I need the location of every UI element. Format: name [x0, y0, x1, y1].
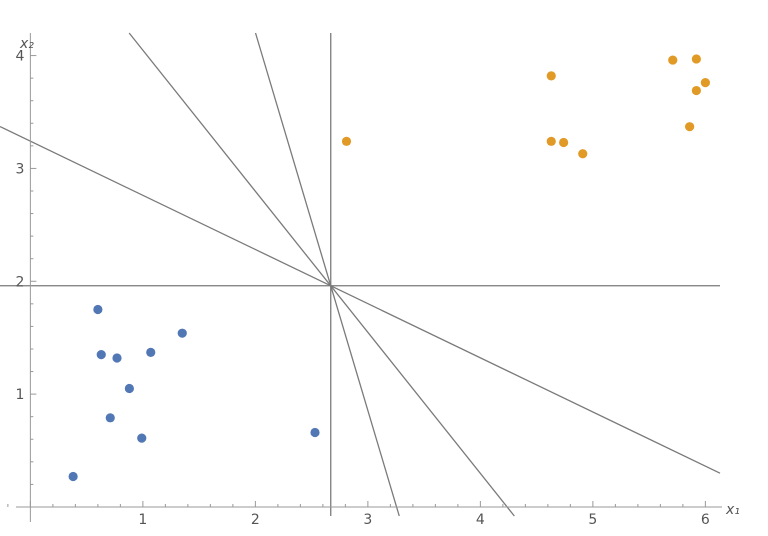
- class-2-point: [691, 54, 701, 64]
- class-1-point: [68, 471, 78, 482]
- x-tick-label: 4: [476, 512, 485, 528]
- class-2-point: [691, 85, 701, 96]
- class-1-point: [105, 413, 115, 423]
- class-1-point: [112, 353, 122, 363]
- x-tick-label: 5: [588, 512, 597, 528]
- axes: 1 2 3 4 5 6 1 2 3 4: [7, 33, 722, 528]
- y-tick-label: 1: [15, 387, 24, 403]
- x-tick-label: 6: [701, 512, 710, 528]
- y-axis-label: x₂: [19, 36, 34, 52]
- class-2-point: [668, 55, 678, 65]
- class-1-point: [124, 383, 134, 394]
- class-2-point: [578, 149, 588, 159]
- class-1-point: [310, 427, 320, 438]
- y-tick-label: 2: [15, 274, 24, 290]
- x-axis-label: x₁: [725, 502, 740, 518]
- class-2-point: [559, 137, 569, 148]
- class-2-point: [546, 71, 556, 81]
- class-2-point: [341, 136, 352, 146]
- class-2-point: [546, 136, 556, 146]
- x-tick-label: 1: [138, 512, 147, 528]
- class-2-point: [700, 78, 710, 88]
- y-tick-label: 3: [15, 161, 24, 177]
- y-tick-label: 4: [15, 49, 24, 65]
- separating-lines: [0, 32, 721, 517]
- class-1-point: [93, 304, 103, 315]
- data-points: [68, 54, 710, 482]
- decision-line: [254, 32, 400, 517]
- x-tick-label: 3: [363, 512, 372, 528]
- class-1-point: [177, 328, 187, 338]
- decision-line: [0, 125, 721, 474]
- class-1-point: [146, 347, 156, 357]
- decision-line: [128, 32, 515, 517]
- class-1-point: [137, 433, 147, 443]
- class-2-point: [685, 122, 695, 132]
- x-tick-label: 2: [251, 512, 260, 528]
- class-1-point: [96, 350, 106, 360]
